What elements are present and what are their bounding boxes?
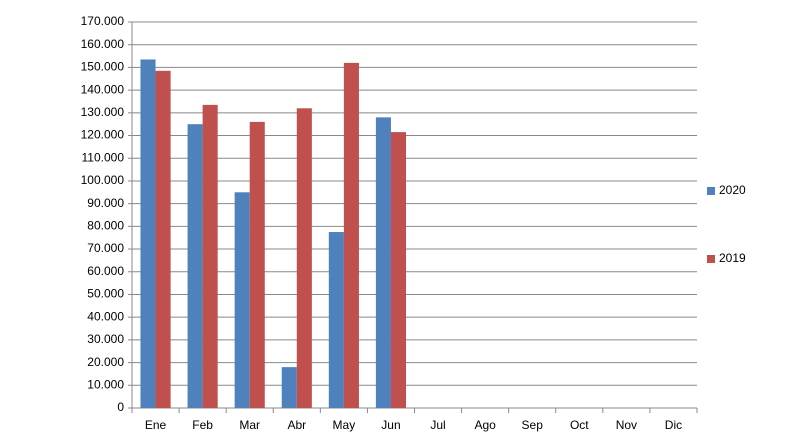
y-tick-label: 70.000 bbox=[87, 241, 124, 255]
x-tick-label: Oct bbox=[570, 418, 589, 432]
y-tick-label: 110.000 bbox=[82, 150, 125, 164]
bar bbox=[234, 192, 250, 408]
x-tick-label: Dic bbox=[665, 418, 682, 432]
legend-swatch bbox=[707, 187, 715, 195]
y-tick-label: 40.000 bbox=[87, 309, 124, 323]
x-tick-label: Mar bbox=[239, 418, 260, 432]
x-tick-label: Abr bbox=[287, 418, 306, 432]
y-tick-label: 30.000 bbox=[87, 332, 124, 346]
y-tick-label: 170.000 bbox=[81, 14, 125, 28]
bar bbox=[187, 124, 203, 409]
bar bbox=[375, 117, 391, 408]
y-tick-label: 120.000 bbox=[81, 128, 125, 142]
x-tick-label: Jul bbox=[430, 418, 445, 432]
y-tick-label: 20.000 bbox=[87, 355, 124, 369]
y-tick-label: 80.000 bbox=[87, 219, 124, 233]
y-tick-label: 50.000 bbox=[87, 287, 124, 301]
legend-label: 2019 bbox=[719, 251, 746, 265]
legend-label: 2020 bbox=[719, 183, 746, 197]
y-tick-label: 100.000 bbox=[81, 173, 125, 187]
y-tick-label: 150.000 bbox=[81, 60, 125, 74]
bar bbox=[140, 59, 156, 408]
x-tick-label: Sep bbox=[522, 418, 544, 432]
x-tick-label: Ene bbox=[145, 418, 167, 432]
x-tick-label: Jun bbox=[381, 418, 400, 432]
bar bbox=[202, 104, 218, 409]
bar bbox=[390, 132, 407, 408]
bar bbox=[281, 367, 297, 408]
y-tick-label: 160.000 bbox=[81, 37, 125, 51]
y-tick-label: 130.000 bbox=[81, 105, 125, 119]
y-tick-label: 140.000 bbox=[81, 82, 125, 96]
bar bbox=[343, 62, 359, 409]
y-tick-label: 0 bbox=[117, 400, 124, 414]
y-tick-label: 10.000 bbox=[87, 377, 124, 391]
x-tick-label: Ago bbox=[474, 418, 496, 432]
bar bbox=[296, 108, 312, 409]
y-tick-label: 90.000 bbox=[87, 196, 124, 210]
bar bbox=[155, 70, 171, 408]
y-tick-label: 60.000 bbox=[87, 264, 124, 278]
x-tick-label: Feb bbox=[192, 418, 213, 432]
x-tick-label: Nov bbox=[616, 418, 637, 432]
x-tick-label: May bbox=[333, 418, 356, 432]
bar bbox=[249, 121, 265, 408]
bar bbox=[328, 232, 344, 408]
legend-swatch bbox=[707, 255, 715, 263]
